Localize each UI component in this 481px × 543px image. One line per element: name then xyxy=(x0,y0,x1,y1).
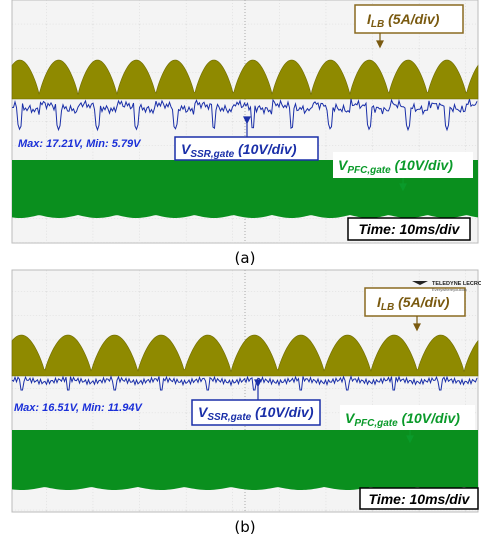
vpfc-label-sub: PFC,gate xyxy=(347,165,391,176)
logo-sub: Everywhereyoulook xyxy=(432,287,467,292)
caption: (a) xyxy=(235,249,256,267)
vssr-label-sub: SSR,gate xyxy=(207,412,251,423)
vssr-label-rest: (10V/div) xyxy=(251,404,314,420)
vpfc-label-rest: (10V/div) xyxy=(398,410,461,426)
ilb-label-sub: LB xyxy=(371,19,384,30)
vssr-label-rest: (10V/div) xyxy=(234,141,297,157)
figure: ILB (5A/div)Max: 17.21V, Min: 5.79VVSSR,… xyxy=(0,0,481,543)
time-label: Time: 10ms/div xyxy=(359,221,461,237)
time-label: Time: 10ms/div xyxy=(369,491,471,507)
caption: (b) xyxy=(234,518,255,536)
vssr-label-sub: SSR,gate xyxy=(190,149,234,160)
minmax-label: Max: 17.21V, Min: 5.79V xyxy=(18,138,142,150)
vpfc-label-rest: (10V/div) xyxy=(391,157,454,173)
ilb-label-sub: LB xyxy=(381,302,394,313)
ilb-label-rest: (5A/div) xyxy=(384,11,440,27)
minmax-label: Max: 16.51V, Min: 11.94V xyxy=(14,402,143,414)
vpfc-label-sub: PFC,gate xyxy=(354,418,398,429)
ilb-label-rest: (5A/div) xyxy=(394,294,450,310)
